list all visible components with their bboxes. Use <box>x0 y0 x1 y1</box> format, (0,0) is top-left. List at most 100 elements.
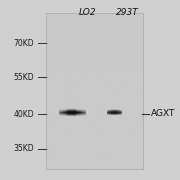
Bar <box>73 111 74 112</box>
Bar <box>46 73 143 75</box>
Bar <box>85 113 86 114</box>
Bar <box>72 108 73 109</box>
Bar <box>69 109 70 110</box>
Bar <box>70 111 71 112</box>
Bar <box>76 111 77 112</box>
Bar <box>68 78 71 79</box>
Bar <box>109 58 110 59</box>
Bar <box>112 109 113 110</box>
Bar <box>69 113 70 114</box>
Bar <box>83 117 86 118</box>
Bar <box>119 113 120 114</box>
Bar <box>62 114 63 115</box>
Bar <box>126 77 128 78</box>
Bar <box>70 103 71 105</box>
Bar <box>142 45 143 46</box>
Bar <box>117 112 118 113</box>
Bar <box>118 111 119 112</box>
Bar <box>68 115 69 116</box>
Bar <box>114 155 116 156</box>
Bar <box>76 110 77 111</box>
Bar <box>120 110 121 111</box>
Bar <box>63 108 66 109</box>
Bar <box>46 161 143 164</box>
Bar <box>111 109 112 110</box>
Bar <box>65 93 66 95</box>
Bar <box>130 141 133 143</box>
Bar <box>72 114 73 115</box>
Bar <box>71 114 72 115</box>
Bar <box>72 109 73 110</box>
Bar <box>126 87 127 88</box>
Bar <box>108 110 109 111</box>
Bar <box>76 114 77 115</box>
Bar <box>68 110 69 111</box>
Bar <box>78 112 79 113</box>
Bar <box>68 113 69 114</box>
Bar <box>76 45 78 46</box>
Bar <box>62 114 63 115</box>
Bar <box>85 100 88 101</box>
Bar <box>100 13 103 14</box>
Bar <box>115 113 116 114</box>
Bar <box>120 110 121 111</box>
Bar <box>68 110 69 111</box>
Bar <box>50 37 52 38</box>
Bar <box>79 115 80 116</box>
Bar <box>120 110 121 111</box>
Bar <box>75 148 76 150</box>
Bar <box>77 113 78 114</box>
Bar <box>118 110 119 111</box>
Bar <box>63 113 64 114</box>
Bar <box>141 121 144 122</box>
Bar <box>84 114 85 115</box>
Bar <box>71 109 72 110</box>
Bar <box>107 111 108 112</box>
Bar <box>63 109 64 110</box>
Bar <box>86 168 89 169</box>
Bar <box>75 113 76 114</box>
Bar <box>73 112 74 113</box>
Bar <box>46 15 143 18</box>
Bar <box>116 110 117 111</box>
Bar <box>81 114 82 115</box>
Bar <box>82 111 84 113</box>
Bar <box>130 128 132 129</box>
Bar <box>98 78 99 79</box>
Bar <box>121 112 122 113</box>
Bar <box>100 163 101 164</box>
Bar <box>70 114 71 115</box>
Bar <box>141 32 142 33</box>
Bar <box>113 112 114 113</box>
Bar <box>71 111 72 112</box>
Bar <box>111 112 112 113</box>
Bar <box>56 65 57 66</box>
Bar <box>110 114 111 115</box>
Bar <box>107 110 108 111</box>
Bar <box>71 84 73 85</box>
Bar <box>46 140 143 143</box>
Bar <box>68 112 69 113</box>
Bar <box>71 109 72 110</box>
Bar <box>137 97 138 98</box>
Bar <box>107 113 108 114</box>
Bar <box>115 112 116 113</box>
Bar <box>108 114 109 115</box>
Bar <box>70 108 71 109</box>
Bar <box>46 122 143 125</box>
Bar <box>73 113 74 114</box>
Bar <box>69 145 71 146</box>
Bar <box>75 115 76 116</box>
Bar <box>61 109 62 110</box>
Bar <box>82 110 83 111</box>
Bar <box>73 112 74 113</box>
Bar <box>116 114 117 115</box>
Bar <box>115 113 116 114</box>
Bar <box>119 114 120 115</box>
Bar <box>116 113 117 114</box>
Bar <box>137 35 138 36</box>
Bar <box>46 138 143 141</box>
Bar <box>54 135 56 136</box>
Bar <box>115 111 116 112</box>
Bar <box>71 108 72 109</box>
